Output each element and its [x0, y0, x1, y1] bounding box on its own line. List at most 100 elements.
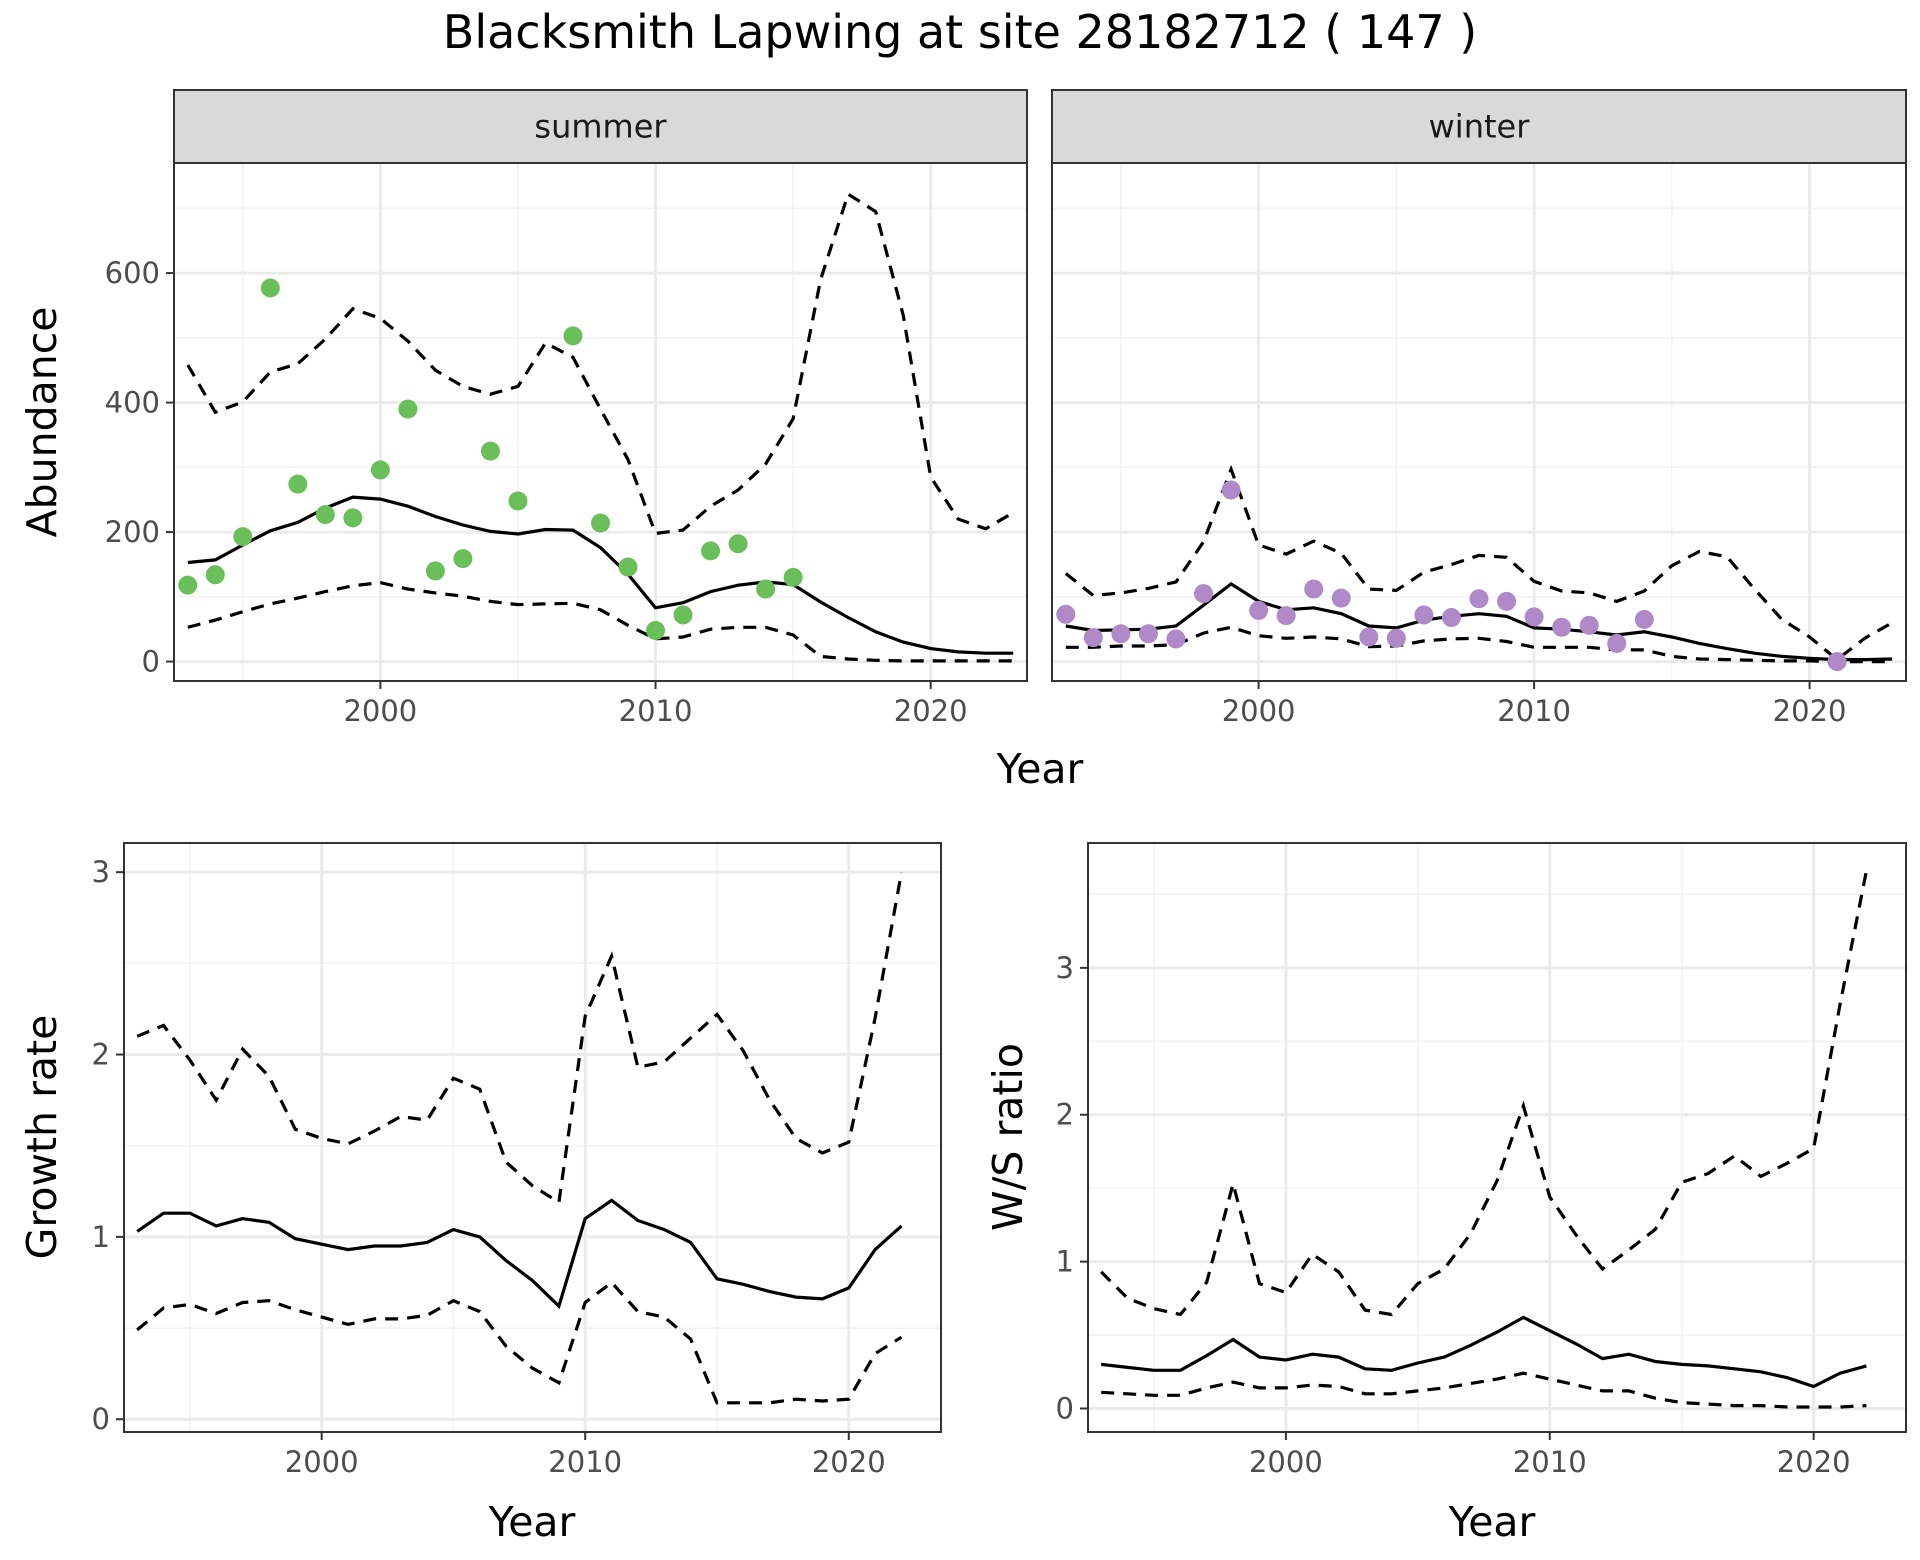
- observation-point: [1249, 600, 1269, 620]
- lower-ci-line: [136, 1280, 903, 1405]
- observation-point: [1497, 591, 1517, 611]
- observation-point: [1469, 589, 1489, 609]
- observation-point: [618, 557, 638, 577]
- y-tick-label: 1: [1056, 1245, 1074, 1279]
- x-tick-label: 2020: [1777, 1445, 1851, 1479]
- observation-point: [1359, 627, 1379, 647]
- upper-ci-line: [1064, 464, 1893, 662]
- summer-panel: summer 2000 2010 2020 0 200 400 600: [105, 89, 1028, 728]
- panel-background: [174, 163, 1027, 681]
- observation-point: [1221, 480, 1241, 500]
- upper-ci-line: [1100, 870, 1868, 1317]
- facet-strip-label: winter: [1429, 108, 1531, 146]
- observation-point: [756, 579, 776, 599]
- observation-point: [728, 534, 748, 554]
- x-tick-label: 2010: [1497, 694, 1571, 728]
- lower-ci-line: [1101, 1371, 1867, 1409]
- observation-point: [1414, 605, 1434, 625]
- mean-line: [1101, 1315, 1867, 1389]
- y-tick-label: 1: [92, 1220, 110, 1254]
- upper-ci-line: [186, 191, 1015, 536]
- observation-point: [1524, 607, 1544, 627]
- observation-point: [1386, 628, 1406, 648]
- observation-point: [343, 508, 363, 528]
- observation-point: [260, 278, 280, 298]
- observation-point: [1083, 628, 1103, 648]
- observation-point: [480, 441, 500, 461]
- panel-background: [1088, 843, 1906, 1432]
- x-tick-label: 2000: [1249, 1445, 1323, 1479]
- figure-title: Blacksmith Lapwing at site 28182712 ( 14…: [443, 5, 1477, 59]
- upper-ci-line: [136, 871, 904, 1205]
- observation-point: [1552, 617, 1572, 637]
- observation-point: [1138, 624, 1158, 644]
- observation-point: [370, 460, 390, 480]
- observation-point: [563, 326, 583, 346]
- x-tick-label: 2000: [1222, 694, 1296, 728]
- observation-point: [1827, 652, 1847, 672]
- x-tick-label: 2000: [285, 1445, 359, 1479]
- ws-ratio-x-axis-label: Year: [1448, 1498, 1536, 1546]
- observation-point: [1441, 608, 1461, 628]
- y-tick-label: 0: [1056, 1391, 1074, 1425]
- x-tick-label: 2020: [894, 694, 968, 728]
- observation-point: [288, 474, 308, 494]
- x-tick-label: 2010: [619, 694, 693, 728]
- abundance-y-axis-label: Abundance: [18, 307, 66, 538]
- observation-point: [1607, 633, 1627, 653]
- y-tick-label: 600: [105, 256, 160, 290]
- observation-point: [398, 399, 418, 419]
- growth-rate-panel: 2000 2010 2020 0 1 2 3: [92, 842, 942, 1479]
- growth-rate-x-axis-label: Year: [488, 1498, 576, 1546]
- growth-rate-y-axis-label: Growth rate: [18, 1015, 66, 1260]
- observation-point: [1194, 584, 1214, 604]
- panel-border: [1087, 842, 1907, 1433]
- abundance-x-axis-label: Year: [996, 745, 1084, 793]
- observation-point: [205, 565, 225, 585]
- panel-border: [123, 842, 942, 1433]
- y-tick-label: 200: [105, 515, 160, 549]
- mean-line: [136, 1198, 903, 1310]
- facet-strip-label: summer: [534, 108, 667, 146]
- panel-background: [124, 843, 941, 1432]
- y-tick-label: 0: [142, 645, 160, 679]
- facet-strip: [173, 89, 1028, 164]
- observation-point: [1111, 624, 1131, 644]
- observation-point: [233, 527, 253, 547]
- facet-strip: [1051, 89, 1907, 164]
- x-tick-label: 2010: [1513, 1445, 1587, 1479]
- lower-ci-line: [1065, 625, 1893, 664]
- observation-point: [783, 567, 803, 587]
- observation-point: [1056, 604, 1076, 624]
- winter-panel: winter 2000 2010 2020: [1051, 89, 1907, 728]
- observation-point: [1304, 579, 1324, 599]
- observation-point: [1331, 588, 1351, 608]
- y-tick-label: 400: [105, 386, 160, 420]
- y-tick-label: 2: [1056, 1098, 1074, 1132]
- observation-point: [508, 491, 528, 511]
- x-tick-label: 2000: [343, 694, 417, 728]
- ws-ratio-y-axis-label: W/S ratio: [984, 1043, 1032, 1231]
- lower-ci-line: [187, 580, 1014, 663]
- observation-point: [701, 541, 721, 561]
- x-tick-label: 2010: [548, 1445, 622, 1479]
- mean-line: [1065, 581, 1893, 662]
- observation-point: [178, 575, 198, 595]
- observation-point: [1634, 609, 1654, 629]
- observation-point: [591, 513, 610, 533]
- y-tick-label: 3: [92, 855, 110, 889]
- observation-point: [315, 505, 335, 525]
- x-tick-label: 2020: [1773, 694, 1847, 728]
- observation-point: [453, 549, 473, 569]
- observation-point: [646, 620, 666, 640]
- y-tick-label: 0: [92, 1402, 110, 1436]
- ws-ratio-panel: 2000 2010 2020 0 1 2 3: [1056, 842, 1907, 1479]
- x-tick-label: 2020: [812, 1445, 886, 1479]
- observation-point: [425, 561, 445, 581]
- observation-point: [1276, 606, 1296, 626]
- y-tick-label: 2: [92, 1038, 110, 1072]
- observation-point: [1166, 629, 1186, 649]
- observation-point: [673, 605, 693, 625]
- y-tick-label: 3: [1056, 951, 1074, 985]
